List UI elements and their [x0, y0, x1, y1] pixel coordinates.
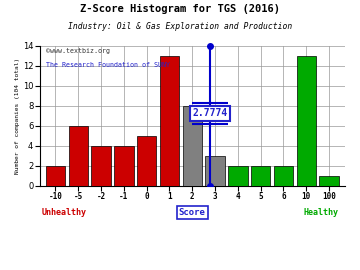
Text: Healthy: Healthy [303, 208, 338, 217]
Bar [91, 146, 111, 186]
Bar [183, 106, 202, 186]
Bar [137, 136, 156, 186]
Y-axis label: Number of companies (104 total): Number of companies (104 total) [15, 58, 20, 174]
Bar [205, 156, 225, 186]
Bar [274, 166, 293, 186]
Bar [297, 56, 316, 186]
Text: Unhealthy: Unhealthy [41, 208, 86, 217]
Bar [228, 166, 248, 186]
Text: ©www.textbiz.org: ©www.textbiz.org [46, 48, 110, 54]
Bar [114, 146, 134, 186]
Text: The Research Foundation of SUNY: The Research Foundation of SUNY [46, 62, 170, 68]
Bar [160, 56, 179, 186]
Bar [251, 166, 270, 186]
Text: Z-Score Histogram for TGS (2016): Z-Score Histogram for TGS (2016) [80, 4, 280, 14]
Text: Score: Score [179, 208, 206, 217]
Bar [319, 176, 339, 186]
Bar [69, 126, 88, 186]
Text: 2.7774: 2.7774 [192, 108, 228, 118]
Bar [46, 166, 65, 186]
Text: Industry: Oil & Gas Exploration and Production: Industry: Oil & Gas Exploration and Prod… [68, 22, 292, 31]
